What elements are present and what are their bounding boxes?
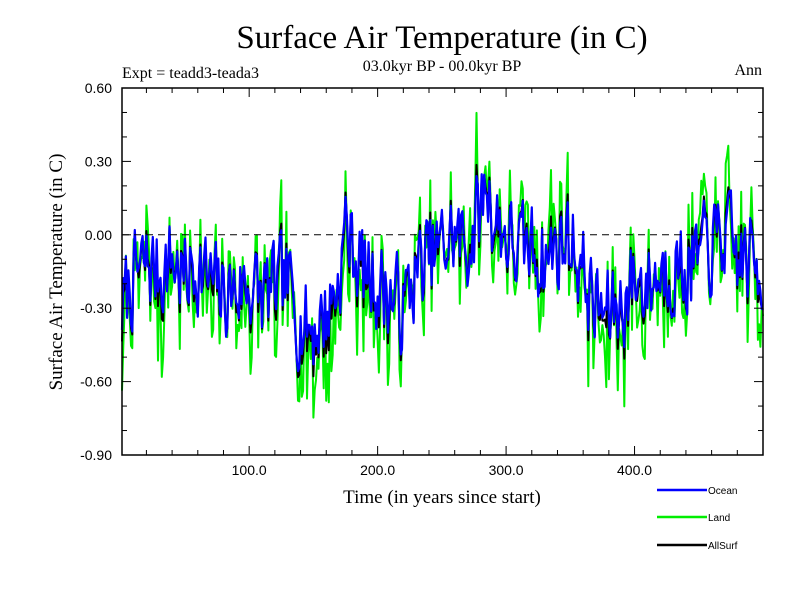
y-tick-label: -0.60 bbox=[80, 374, 112, 390]
chart-subtitle: 03.0kyr BP - 00.0kyr BP bbox=[363, 58, 522, 75]
legend-label-land: Land bbox=[708, 513, 730, 524]
x-tick-label: 200.0 bbox=[360, 462, 395, 478]
chart-title: Surface Air Temperature (in C) bbox=[236, 20, 647, 56]
y-tick-label: -0.90 bbox=[80, 447, 112, 463]
season-label: Ann bbox=[734, 62, 762, 79]
experiment-label: Expt = teadd3-teada3 bbox=[122, 65, 259, 82]
x-axis-label: Time (in years since start) bbox=[343, 487, 541, 508]
plot-frame bbox=[121, 87, 764, 456]
x-tick-label: 300.0 bbox=[489, 462, 524, 478]
y-tick-label: 0.30 bbox=[85, 153, 112, 169]
y-tick-label: -0.30 bbox=[80, 300, 112, 316]
y-tick-label: 0.60 bbox=[85, 80, 112, 96]
series-line-ocean bbox=[120, 173, 764, 373]
legend-label-allsurf: AllSurf bbox=[708, 541, 738, 552]
y-axis-label: Surface Air Temperature (in C) bbox=[46, 154, 67, 391]
y-tick-label: 0.00 bbox=[85, 227, 112, 243]
legend-label-ocean: Ocean bbox=[708, 486, 737, 497]
legend: Ocean Land AllSurf bbox=[657, 486, 738, 552]
plot-area: 100.0 200.0 300.0 400.0 -0.90 -0.60 -0.30 0.00 0… bbox=[80, 80, 764, 478]
x-tick-label: 100.0 bbox=[232, 462, 267, 478]
x-tick-label: 400.0 bbox=[617, 462, 652, 478]
